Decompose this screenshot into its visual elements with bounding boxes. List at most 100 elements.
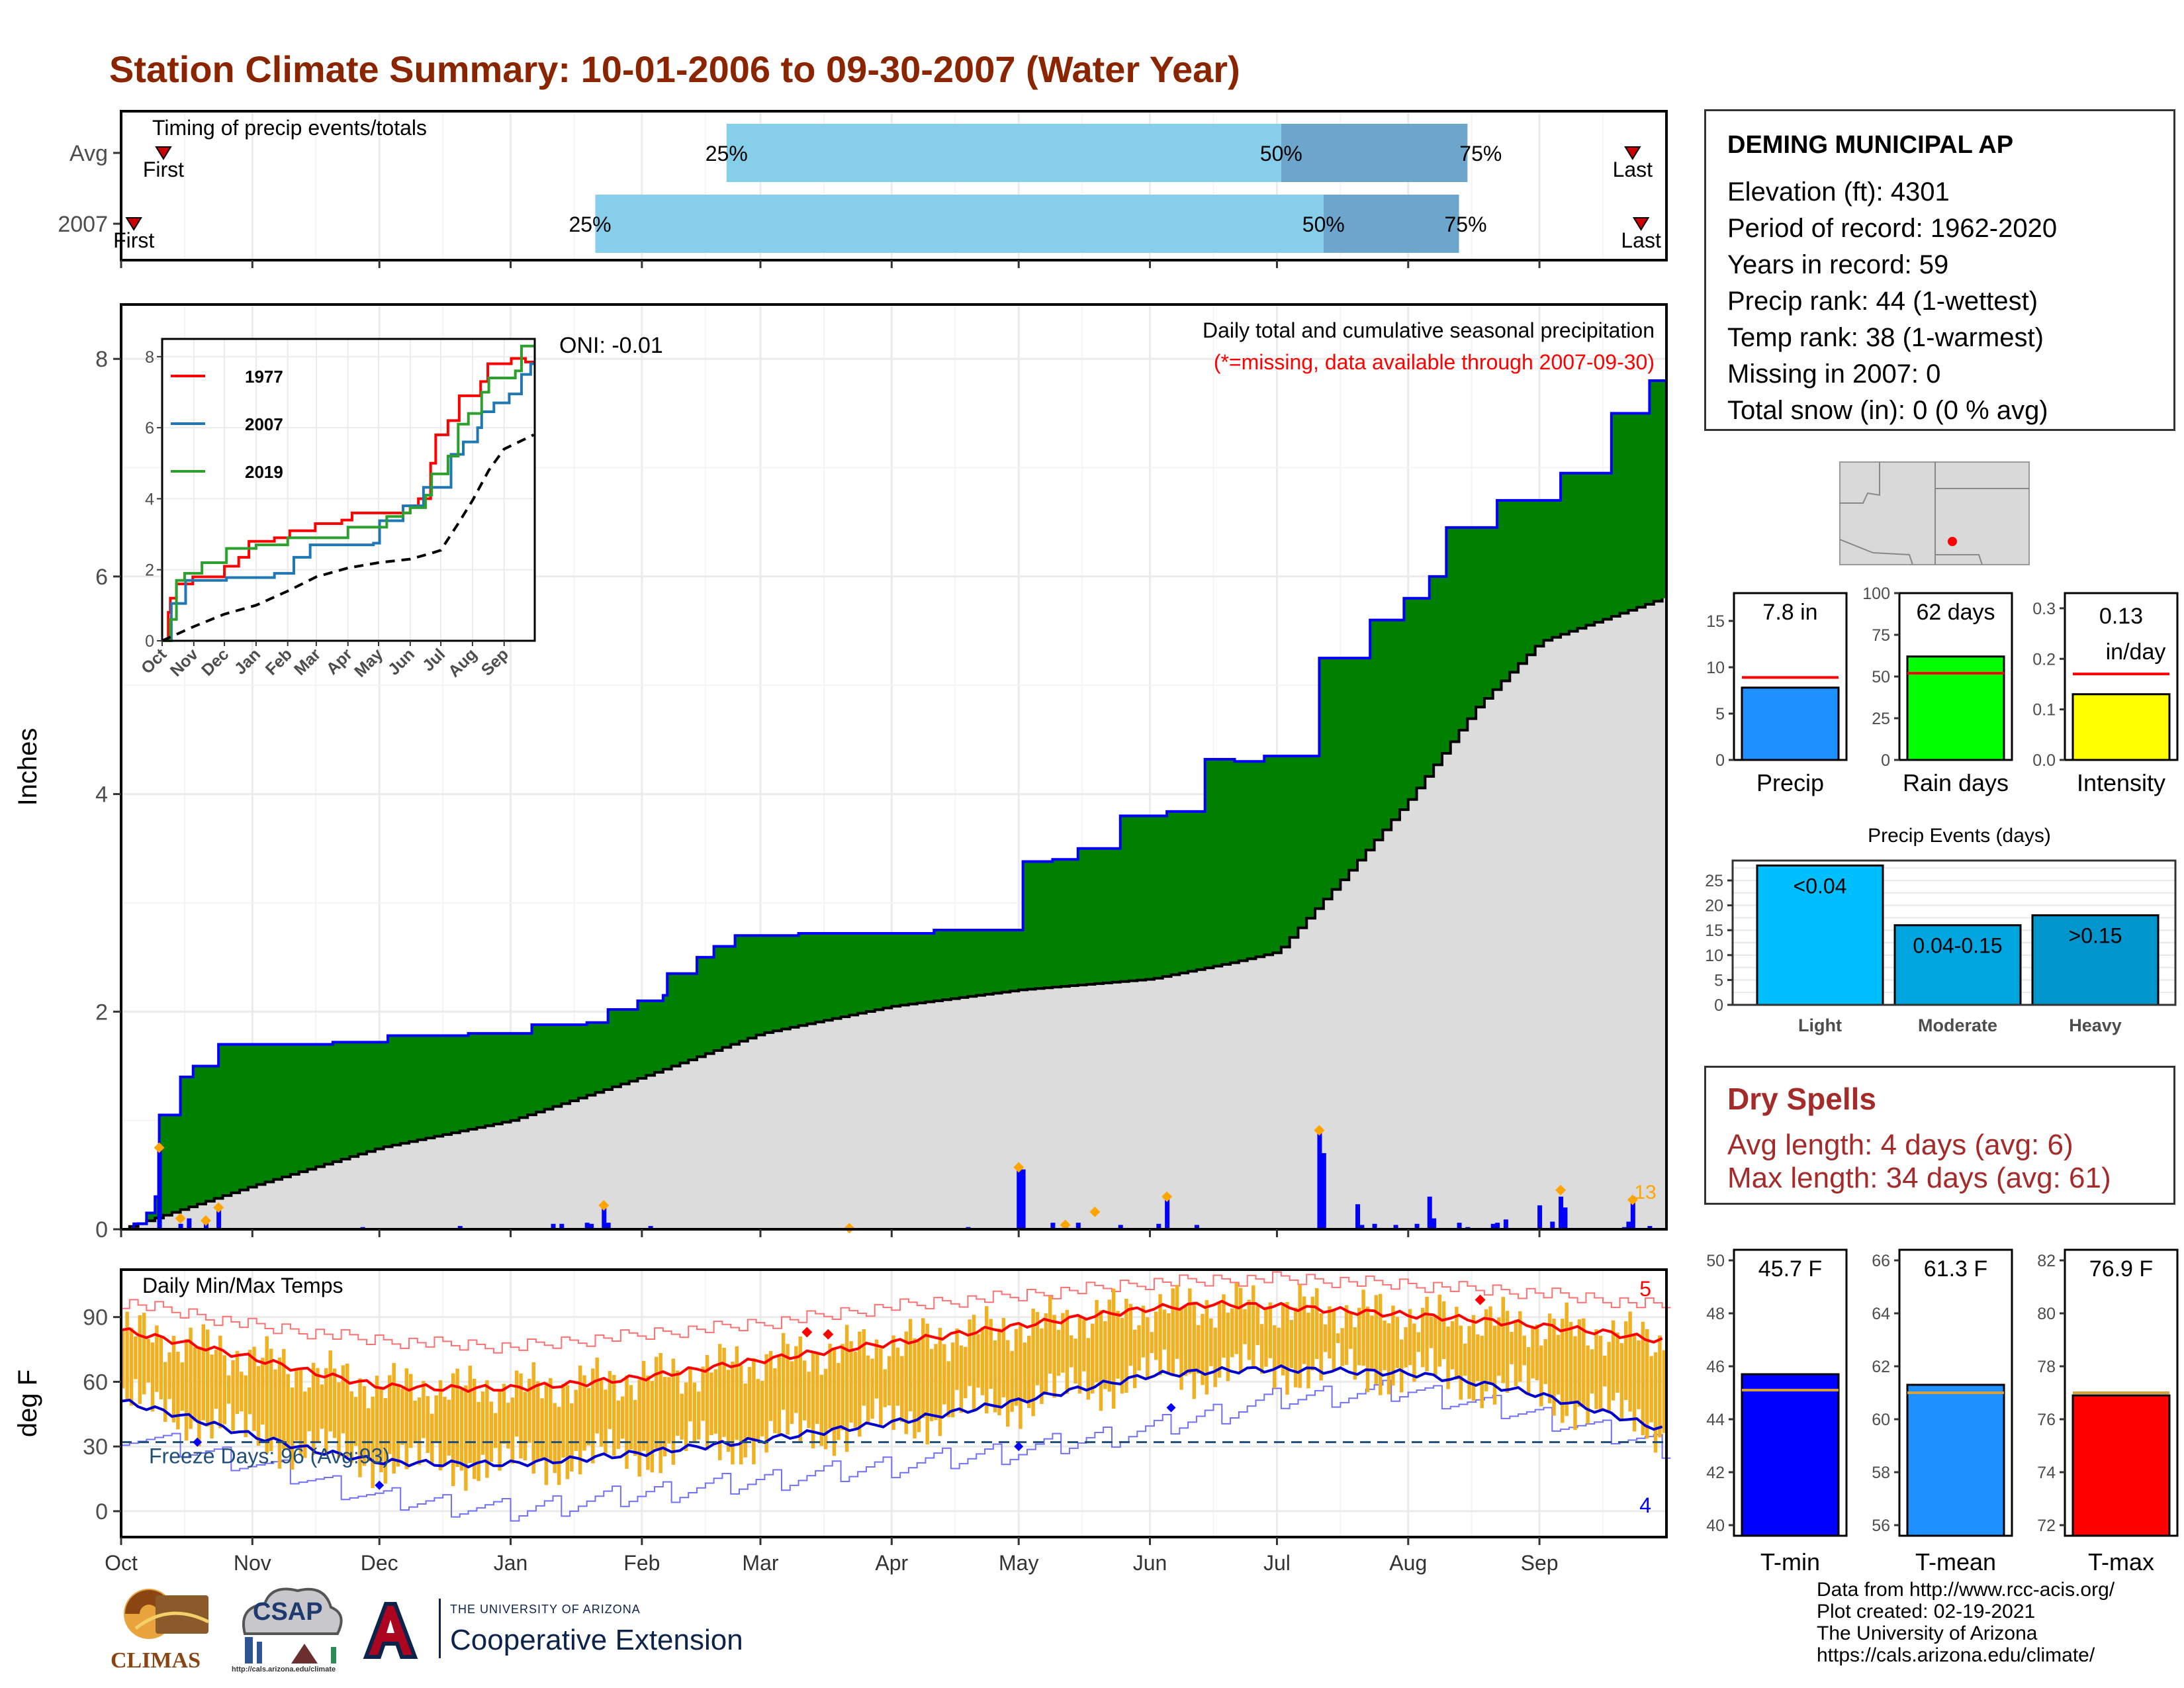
daily-precip-bar [1355,1204,1360,1229]
daily-temp-bar [341,1365,345,1434]
daily-temp-bar [337,1382,341,1458]
y-tick-label: 0.1 [2032,701,2056,720]
daily-precip-bar [1647,1226,1653,1229]
t-mean-bar [1906,1383,2005,1537]
y-tick-label: 8 [95,347,108,372]
daily-temp-bar [1471,1315,1476,1401]
daily-precip-bar [1457,1223,1462,1229]
daily-temp-bar [316,1368,320,1442]
daily-temp-bar [1607,1342,1611,1413]
daily-temp-bar [735,1346,739,1440]
daily-temp-bar [938,1327,942,1436]
daily-temp-bar [1044,1313,1048,1395]
daily-temp-bar [519,1373,523,1459]
dry-spells-max: Max length: 34 days (avg: 61) [1727,1162,2111,1194]
daily-temp-bar [768,1350,773,1421]
daily-temp-bar [819,1374,823,1446]
daily-temp-bar [1259,1324,1264,1374]
daily-temp-bar [290,1387,295,1470]
daily-temp-bar [1095,1299,1099,1383]
tmin-average-line [120,1364,1663,1469]
daily-temp-bar [358,1378,362,1477]
daily-temp-bar [218,1335,222,1429]
daily-temp-bar [625,1376,629,1469]
record-low-marker [1166,1403,1176,1413]
daily-temp-bar [718,1344,722,1460]
timing-label-25: 25% [705,142,748,165]
daily-temp-bar [1437,1294,1441,1367]
daily-temp-bar [451,1373,455,1486]
inset-legend-label: 2019 [245,462,283,482]
dry-spells-box: Dry Spells Avg length: 4 days (avg: 6) M… [1704,1066,2175,1205]
daily-temp-bar [697,1391,701,1440]
daily-temp-bar [1086,1338,1091,1400]
daily-temp-bar [167,1352,171,1399]
daily-temp-bar [417,1397,422,1465]
daily-temp-bar [1336,1333,1340,1344]
daily-temp-bar [1154,1311,1158,1360]
inset-y-tick-label: 2 [145,561,154,580]
daily-temp-bar [1073,1338,1077,1383]
station-elevation: Elevation (ft): 4301 [1727,177,1950,207]
daily-temp-bar [527,1378,531,1443]
daily-precip-bar [559,1223,565,1229]
inset-legend-label: 2007 [245,414,283,434]
daily-temp-bar [722,1348,726,1437]
station-temp-rank: Temp rank: 38 (1-warmest) [1727,323,2044,352]
t-mean-value-label: 61.3 F [1924,1256,1987,1282]
y-tick-label: 25 [1872,710,1890,728]
daily-temp-bar [1103,1321,1107,1389]
precip-panel-subtitle: (*=missing, data available through 2007-… [1214,350,1655,374]
record-high-line [121,1271,1671,1354]
daily-temp-bar [1001,1317,1006,1397]
timing-bar-50-75 [1281,124,1468,182]
inset-y-tick-label: 4 [145,490,154,508]
y-tick-label: 0 [95,1217,108,1243]
rain-days-category-label: Rain days [1903,769,2009,796]
daily-temp-bar [1344,1305,1349,1365]
daily-precip-bar [602,1205,607,1229]
daily-temp-bar [777,1356,782,1436]
precip-rank-marker [175,1213,186,1224]
daily-temp-bar [904,1331,908,1434]
daily-temp-bar [1056,1330,1061,1376]
precip-bar [1741,686,1840,761]
y-tick-label: 15 [1705,921,1723,940]
daily-temp-bar [1586,1345,1590,1424]
station-location-marker [1948,537,1957,546]
daily-temp-bar [1433,1317,1437,1376]
y-tick-label: 72 [2037,1517,2056,1535]
daily-temp-bar [201,1324,205,1421]
y-tick-label: 42 [1706,1464,1725,1482]
daily-temp-bar [226,1375,231,1404]
y-tick-label: 44 [1706,1411,1725,1429]
daily-temp-bar [1662,1350,1666,1433]
x-tick-label: Jul [1263,1551,1291,1575]
daily-temp-bar [1353,1327,1357,1380]
t-max-bar [2071,1394,2171,1537]
precip-category-label: Precip [1756,769,1824,796]
record-low-marker [193,1437,203,1447]
inset-y-tick-label: 8 [145,348,154,367]
daily-temp-bar [383,1398,388,1484]
daily-temp-bar [1598,1335,1603,1411]
daily-temp-bar [332,1368,337,1438]
daily-temp-bar [1128,1303,1132,1366]
daily-temp-bar [222,1355,226,1425]
daily-temp-bar [570,1403,574,1472]
station-info-box: DEMING MUNICIPAL AP Elevation (ft): 4301… [1704,109,2175,431]
last-label: Last [1621,228,1661,252]
daily-temp-bar [1420,1307,1425,1368]
daily-temp-bar [303,1391,307,1458]
ua-cooperative-extension-logo: THE UNIVERSITY OF ARIZONA Cooperative Ex… [361,1599,745,1662]
y-tick-label: 0 [95,1499,108,1524]
daily-temp-bar [1019,1323,1023,1429]
daily-temp-bar [709,1372,713,1436]
daily-temp-bar [1645,1329,1649,1439]
daily-temp-bar [426,1395,430,1454]
timing-label-75: 75% [1459,142,1502,165]
daily-temp-bar [1205,1299,1209,1395]
daily-temp-bar [1399,1339,1404,1393]
y-tick-label: 25 [1705,872,1723,890]
